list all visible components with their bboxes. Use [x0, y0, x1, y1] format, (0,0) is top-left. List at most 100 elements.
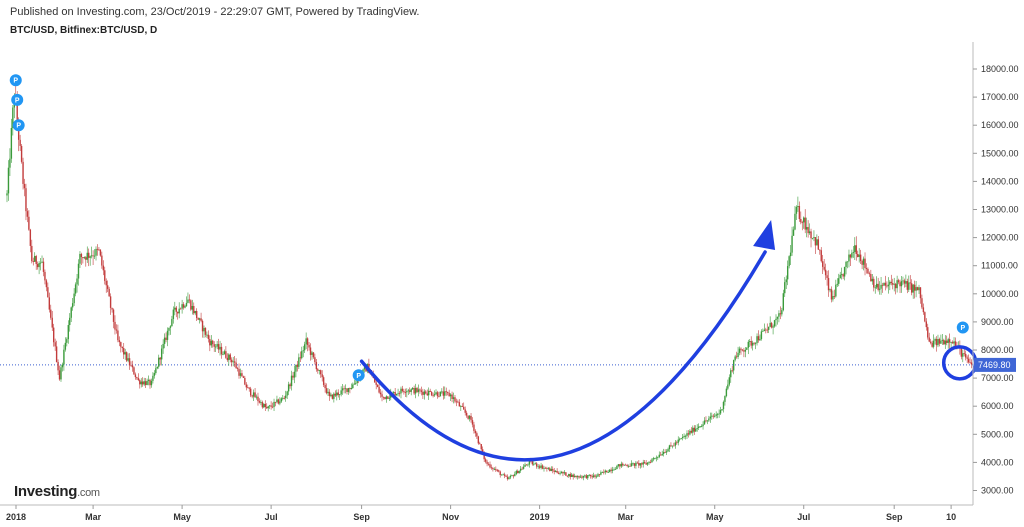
candle-body	[797, 205, 799, 207]
candle-body	[743, 350, 745, 352]
candle-body	[376, 384, 379, 388]
candle-body	[302, 350, 304, 352]
candle-body	[546, 467, 548, 469]
candle-body	[884, 282, 887, 286]
candle-body	[756, 336, 758, 344]
candle-body	[535, 463, 538, 467]
candle-body	[632, 463, 634, 465]
candle-body	[623, 464, 625, 466]
candle-body	[708, 418, 710, 421]
p-marker	[9, 74, 22, 87]
candle-body	[64, 342, 67, 350]
candle-body	[919, 287, 922, 299]
candle-body	[851, 252, 853, 258]
candle-body	[115, 329, 118, 331]
candle-body	[906, 281, 909, 290]
candles-layer	[6, 84, 973, 481]
candle-body	[808, 231, 811, 234]
candle-body	[967, 358, 970, 363]
candle-body	[868, 273, 871, 275]
candle-body	[894, 283, 897, 289]
candle-body	[770, 322, 773, 328]
candle-body	[794, 213, 796, 230]
candle-body	[922, 307, 925, 313]
candle-body	[511, 475, 513, 477]
candle-body	[169, 326, 172, 328]
candle-body	[627, 465, 630, 467]
candle-body	[121, 346, 123, 349]
candle-body	[782, 293, 785, 311]
candle-body	[476, 433, 478, 437]
candle-body	[384, 397, 386, 400]
candle-body	[36, 264, 39, 268]
candle-body	[9, 158, 11, 168]
candle-body	[735, 356, 738, 358]
candle-body	[935, 338, 938, 346]
candle-body	[569, 474, 571, 477]
candle-body	[970, 362, 973, 365]
candle-body	[747, 341, 749, 348]
candle-body	[814, 237, 817, 246]
x-tick-label: Sep	[886, 512, 903, 522]
candle-body	[285, 395, 287, 399]
y-tick-label: 13000.00	[981, 205, 1019, 215]
candle-body	[197, 317, 199, 320]
candle-body	[706, 420, 709, 422]
candle-body	[312, 352, 315, 358]
candle-body	[813, 237, 815, 238]
candle-body	[163, 337, 166, 344]
candle-body	[606, 470, 608, 473]
candle-body	[938, 338, 941, 344]
candle-body	[832, 296, 834, 300]
p-marker-label: P	[960, 325, 965, 332]
candle-body	[547, 468, 550, 469]
y-tick-label: 8000.00	[981, 345, 1014, 355]
candle-body	[172, 309, 175, 320]
candle-body	[158, 357, 160, 367]
candle-body	[406, 391, 408, 393]
candle-body	[800, 218, 802, 223]
candle-body	[579, 476, 582, 478]
candle-body	[540, 465, 542, 468]
p-marker-label: P	[356, 373, 361, 380]
candle-body	[654, 458, 656, 459]
candle-body	[257, 396, 259, 402]
candle-body	[433, 394, 436, 396]
candle-body	[104, 270, 106, 281]
candle-body	[98, 249, 100, 251]
candle-body	[784, 282, 786, 294]
x-tick-label: Sep	[353, 512, 370, 522]
candle-body	[261, 402, 264, 408]
candle-body	[503, 474, 506, 476]
candle-body	[712, 415, 714, 417]
candle-body	[165, 337, 167, 340]
candle-body	[496, 470, 498, 471]
candle-body	[951, 342, 954, 344]
candle-body	[295, 364, 297, 372]
candle-body	[667, 449, 669, 452]
candle-body	[375, 382, 377, 385]
candle-body	[177, 311, 179, 314]
y-tick-label: 7000.00	[981, 373, 1014, 383]
candle-body	[830, 289, 833, 300]
candle-body	[495, 468, 497, 471]
candle-body	[753, 342, 755, 344]
candle-body	[629, 465, 631, 467]
candle-body	[465, 412, 468, 416]
candle-body	[324, 384, 326, 389]
candle-body	[77, 263, 80, 279]
candle-body	[829, 289, 831, 291]
candle-body	[489, 464, 491, 468]
candle-body	[587, 475, 589, 479]
candle-body	[537, 466, 539, 468]
candle-body	[449, 394, 452, 397]
candle-body	[699, 426, 701, 427]
candle-body	[235, 362, 237, 369]
candle-body	[867, 268, 869, 274]
candle-body	[928, 337, 930, 342]
candle-body	[209, 338, 211, 346]
candle-body	[34, 256, 36, 262]
x-tick-label: May	[706, 512, 724, 522]
candle-body	[422, 391, 424, 395]
